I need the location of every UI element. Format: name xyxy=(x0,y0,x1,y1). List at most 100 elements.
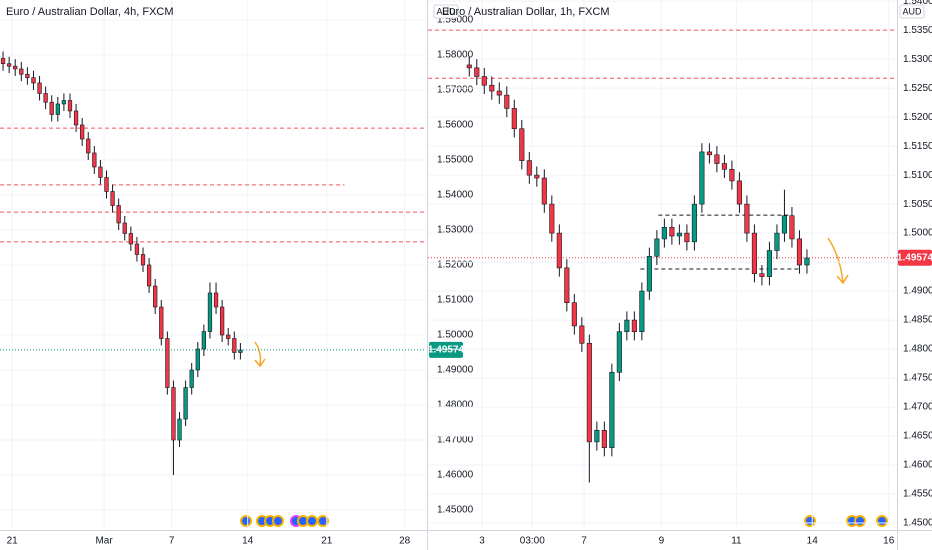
event-icon[interactable] xyxy=(876,515,888,527)
candle-body xyxy=(226,334,231,339)
candle-body xyxy=(13,65,18,70)
y-tick-label: 1.48000 xyxy=(903,344,932,355)
y-tick-label: 1.56000 xyxy=(437,120,474,131)
y-tick-label: 1.46000 xyxy=(903,460,932,471)
candle-body xyxy=(474,67,480,77)
candle-body xyxy=(691,203,697,243)
candle-body xyxy=(519,128,525,161)
candle-body xyxy=(201,331,206,350)
candle-body xyxy=(721,163,727,170)
last-price-box xyxy=(898,249,932,266)
candle-body xyxy=(729,169,735,182)
candle-body xyxy=(98,166,103,178)
last-price-label: 1.49574 xyxy=(897,252,932,263)
y-tick-label: 1.51500 xyxy=(903,141,932,152)
event-icon[interactable] xyxy=(272,515,284,527)
candle-body xyxy=(466,64,472,69)
candle-body xyxy=(579,325,585,344)
candle-body xyxy=(804,257,810,266)
y-tick-label: 1.49000 xyxy=(903,286,932,297)
candle-body xyxy=(213,292,219,308)
candle-body xyxy=(796,238,802,266)
x-tick-label: 7 xyxy=(169,536,175,547)
arrow-annotation xyxy=(827,237,849,285)
candle-body xyxy=(714,154,720,164)
candle-body xyxy=(661,227,667,240)
candle-body xyxy=(781,215,787,234)
candle-body xyxy=(541,177,547,205)
candle-body xyxy=(736,180,742,205)
y-tick-label: 1.50000 xyxy=(903,228,932,239)
x-tick-label: 7 xyxy=(581,536,587,547)
y-tick-label: 1.46000 xyxy=(437,470,474,481)
chart-pane xyxy=(0,0,426,530)
candle-body xyxy=(766,250,772,277)
candle-body xyxy=(232,338,237,353)
candle-body xyxy=(146,264,152,287)
arrow-annotation xyxy=(254,341,266,368)
y-tick-label: 1.48500 xyxy=(903,315,932,326)
y-tick-label: 1.52000 xyxy=(437,260,474,271)
candle-body xyxy=(601,429,607,448)
event-icon[interactable] xyxy=(240,515,252,527)
candle-body xyxy=(624,319,630,332)
x-tick-label: 03:00 xyxy=(520,536,545,547)
event-icon[interactable] xyxy=(854,515,866,527)
currency-label: AUD xyxy=(902,6,922,16)
event-icon[interactable] xyxy=(306,515,318,527)
currency-box xyxy=(433,4,459,19)
candle-body xyxy=(609,371,615,448)
x-tick-label: 21 xyxy=(7,536,19,547)
candle-body xyxy=(25,73,30,79)
chart-title: Euro / Australian Dollar, 4h, FXCM xyxy=(6,6,174,18)
y-tick-label: 1.55000 xyxy=(437,155,474,166)
candle-body xyxy=(669,227,675,237)
event-icon[interactable] xyxy=(804,515,816,527)
y-tick-label: 1.57000 xyxy=(437,85,474,96)
x-tick-label: 14 xyxy=(242,536,254,547)
candle-body xyxy=(571,302,577,327)
candle-body xyxy=(654,238,660,257)
candle-body xyxy=(774,232,780,251)
candle-body xyxy=(759,273,765,277)
x-tick-label: 21 xyxy=(321,536,333,547)
candle-body xyxy=(19,68,24,75)
y-tick-label: 1.53500 xyxy=(903,25,932,36)
candle-body xyxy=(7,63,12,67)
chart-pane xyxy=(428,0,897,530)
candle-body xyxy=(556,232,562,269)
candle-body xyxy=(238,349,243,353)
y-tick-label: 1.45500 xyxy=(903,489,932,500)
currency-label: AUD xyxy=(436,6,456,16)
event-icon[interactable] xyxy=(317,515,329,527)
candle-body xyxy=(744,203,750,234)
candle-body xyxy=(128,233,133,245)
y-tick-label: 1.46500 xyxy=(903,431,932,442)
candle-body xyxy=(496,90,502,96)
drawn-arrows xyxy=(254,237,849,368)
x-tick-label: 16 xyxy=(883,536,895,547)
candle-body xyxy=(594,429,600,443)
candle-body xyxy=(159,306,164,339)
candle-body xyxy=(699,151,705,205)
y-tick-label: 1.58000 xyxy=(437,50,474,61)
x-tick-label: 14 xyxy=(807,536,819,547)
price-axis: 1.59000 1.58000 1.57000 1.56000 1.55000 1.540… xyxy=(437,15,474,516)
candle-body xyxy=(31,77,36,84)
y-tick-label: 1.47500 xyxy=(903,373,932,384)
candle-body xyxy=(122,222,127,234)
y-tick-label: 1.59000 xyxy=(437,15,474,26)
candle-body xyxy=(706,151,712,156)
candle-body xyxy=(526,160,532,176)
y-tick-label: 1.48000 xyxy=(437,400,474,411)
candle-body xyxy=(189,369,194,388)
candle-body xyxy=(0,58,6,65)
candle-body xyxy=(639,290,645,332)
x-tick-label: 3 xyxy=(479,536,485,547)
candle-body xyxy=(789,215,795,240)
x-tick-label: 11 xyxy=(731,536,742,547)
candle-body xyxy=(37,82,42,94)
candle-body xyxy=(134,243,140,255)
